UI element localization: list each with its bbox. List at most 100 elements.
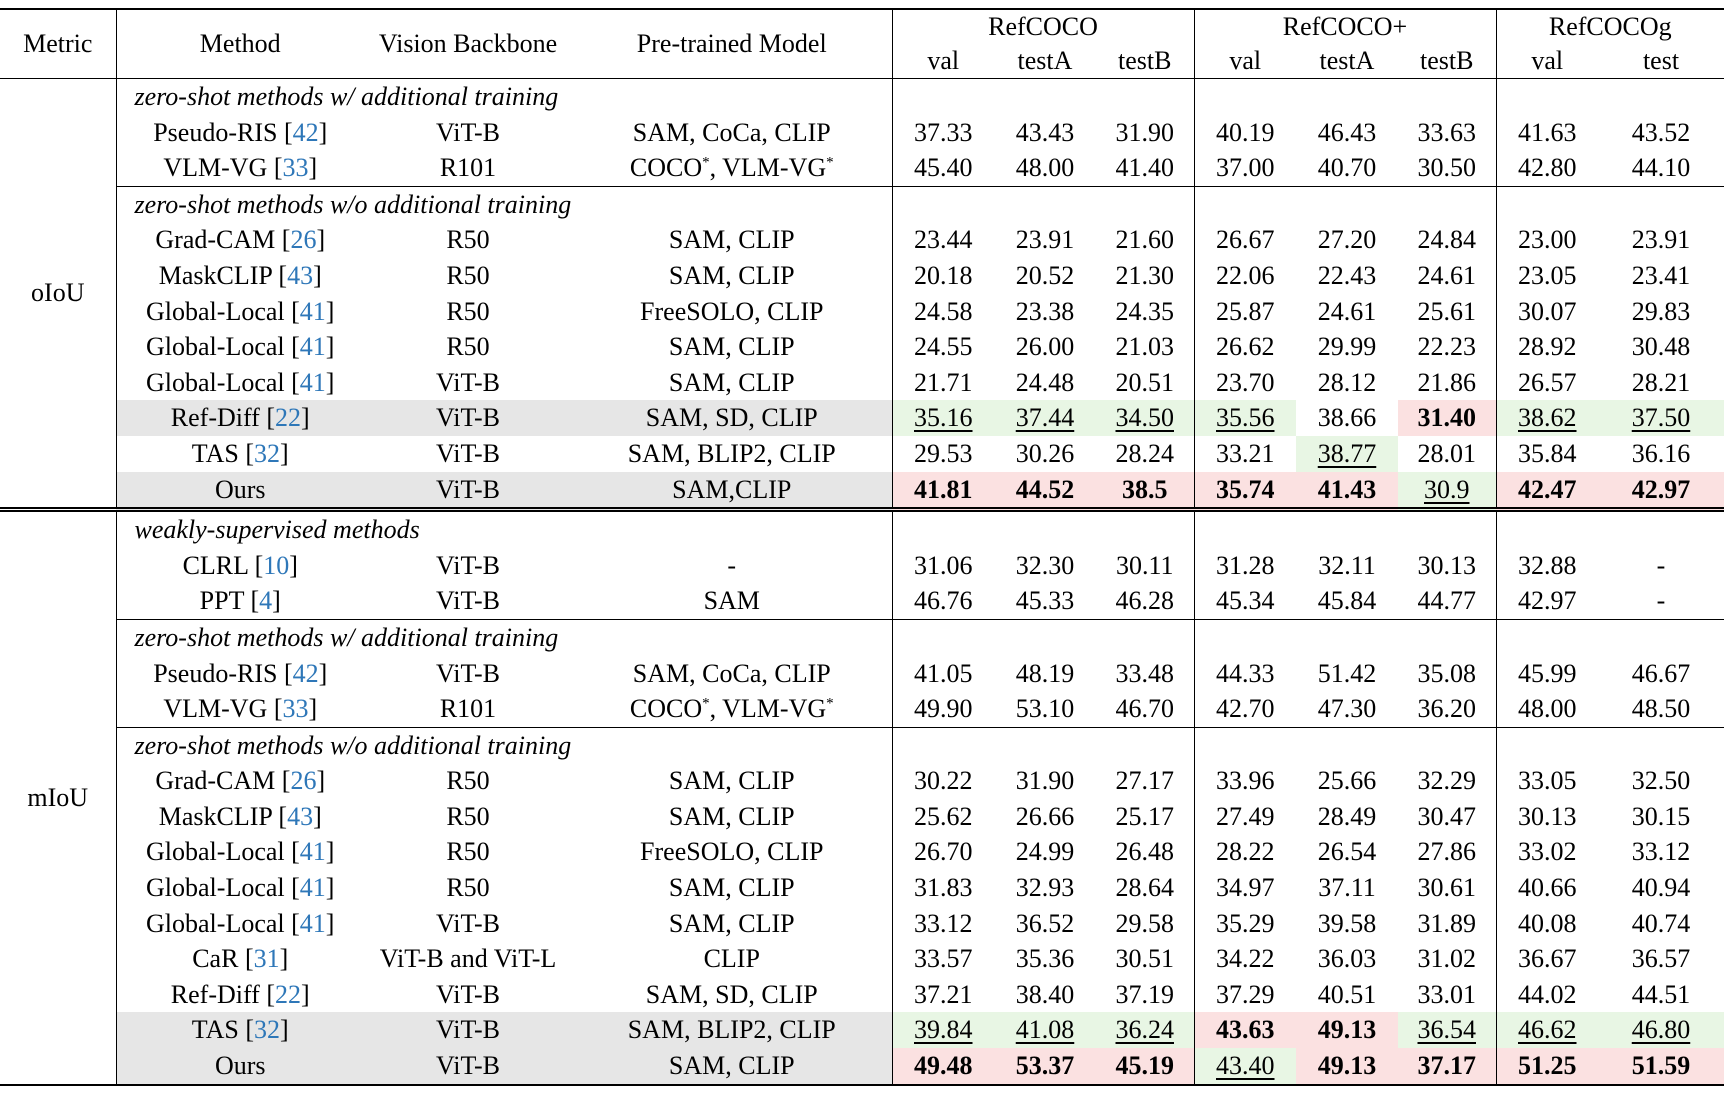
- value-text: 24.61: [1317, 296, 1377, 326]
- value-cell: 45.34: [1194, 583, 1296, 619]
- citation-link[interactable]: 41: [299, 296, 326, 326]
- value-cell: 33.02: [1496, 834, 1598, 870]
- value-text: 23.91: [1015, 225, 1075, 255]
- value-cell: 35.16: [892, 400, 994, 436]
- citation-link[interactable]: 32: [254, 438, 281, 468]
- value-text: 37.21: [914, 979, 973, 1009]
- group-spacer-cell: [892, 507, 1195, 548]
- value-cell: 48.50: [1598, 691, 1724, 727]
- value-text: 35.56: [1216, 403, 1275, 433]
- value-text: 21.03: [1115, 332, 1175, 362]
- value-cell: 32.93: [994, 870, 1096, 906]
- citation-link[interactable]: 43: [287, 801, 314, 831]
- value-cell: 51.42: [1296, 656, 1398, 692]
- dataset-header-refcoco: RefCOCO: [892, 8, 1195, 44]
- backbone-cell: ViT-B and ViT-L: [379, 944, 557, 974]
- citation-link[interactable]: 22: [275, 979, 302, 1009]
- value-text: 24.55: [914, 332, 973, 362]
- value-cell: 33.63: [1398, 114, 1497, 151]
- value-cell: 30.51: [1096, 941, 1195, 977]
- pretrained-cell: SAM, CLIP: [572, 905, 893, 942]
- value-text: 27.86: [1417, 837, 1477, 867]
- value-cell: 21.86: [1398, 364, 1497, 401]
- value-text: 23.05: [1518, 260, 1577, 290]
- value-text: -: [1656, 550, 1666, 580]
- citation-link[interactable]: 26: [290, 225, 317, 255]
- value-cell: 36.24: [1096, 1012, 1195, 1049]
- method-name: Global-Local: [146, 296, 285, 326]
- citation-link[interactable]: 41: [299, 837, 326, 867]
- value-text: 43.40: [1216, 1051, 1275, 1081]
- citation-link[interactable]: 41: [299, 332, 326, 362]
- value-text: 38.5: [1122, 474, 1168, 504]
- value-cell: 21.60: [1096, 222, 1195, 258]
- split-header: val: [1194, 44, 1296, 79]
- pretrained-header: Pre-trained Model: [572, 8, 893, 79]
- citation-link[interactable]: 42: [292, 117, 319, 147]
- pretrained-cell: COCO*, VLM-VG*: [572, 691, 893, 728]
- value-text: 35.08: [1417, 658, 1477, 688]
- citation-link[interactable]: 33: [282, 694, 309, 724]
- value-cell: 36.20: [1398, 691, 1497, 728]
- citation-link[interactable]: 26: [290, 766, 317, 796]
- value-text: 48.00: [1015, 153, 1075, 183]
- value-cell: 37.50: [1598, 400, 1724, 436]
- results-table: Metric Method Vision Backbone Pre-traine…: [0, 8, 1724, 1086]
- value-text: 24.84: [1417, 225, 1477, 255]
- group-spacer-cell: [1194, 507, 1497, 548]
- value-text: 44.10: [1631, 153, 1691, 183]
- value-text: 23.00: [1518, 225, 1577, 255]
- citation-link[interactable]: 42: [292, 658, 319, 688]
- pretrained-cell: SAM, SD, CLIP: [572, 400, 893, 436]
- value-text: 36.24: [1115, 1015, 1175, 1045]
- citation-link[interactable]: 4: [259, 586, 273, 616]
- method-name: Global-Local: [146, 873, 285, 903]
- pretrained-cell: SAM, CLIP: [572, 257, 893, 294]
- value-text: 28.64: [1115, 873, 1175, 903]
- citation-link[interactable]: 43: [287, 260, 314, 290]
- citation-link[interactable]: 33: [282, 153, 309, 183]
- citation-link[interactable]: 41: [299, 367, 326, 397]
- value-cell: 28.01: [1398, 435, 1497, 472]
- value-cell: 21.03: [1096, 329, 1195, 365]
- value-text: 42.80: [1518, 153, 1577, 183]
- value-cell: 41.43: [1296, 471, 1398, 510]
- group-title-row: mIoU weakly-supervised methods: [0, 507, 1724, 1086]
- method-cell: Global-Local [41]: [146, 873, 335, 903]
- table-row: Pseudo-RIS [42] ViT-B SAM, CoCa, CLIP 41.05…: [0, 655, 1724, 692]
- group-title-row: zero-shot methods w/o additional trainin…: [0, 185, 1724, 223]
- value-text: 34.22: [1216, 944, 1275, 974]
- value-cell: 28.64: [1096, 870, 1195, 906]
- citation-link[interactable]: 10: [263, 550, 290, 580]
- value-text: 29.83: [1631, 296, 1691, 326]
- method-cell: Pseudo-RIS [42]: [153, 117, 328, 147]
- method-cell: Global-Local [41]: [146, 332, 335, 362]
- value-text: 43.63: [1216, 1015, 1275, 1045]
- citation-link[interactable]: 31: [253, 944, 280, 974]
- pretrained-cell: SAM, CoCa, CLIP: [572, 114, 893, 151]
- citation-link[interactable]: 32: [254, 1015, 281, 1045]
- group-spacer-cell: [1496, 726, 1724, 764]
- value-cell: 43.40: [1194, 1048, 1296, 1086]
- pretrained-cell: SAM: [572, 583, 893, 620]
- value-cell: 29.83: [1598, 294, 1724, 330]
- value-cell: 45.33: [994, 583, 1096, 619]
- pretrained-cell: SAM, CLIP: [572, 763, 893, 799]
- backbone-cell: ViT-B: [436, 438, 500, 468]
- citation-link[interactable]: 22: [275, 403, 302, 433]
- value-text: 48.00: [1518, 694, 1577, 724]
- method-name: Global-Local: [146, 837, 285, 867]
- value-text: 33.05: [1518, 766, 1577, 796]
- group-spacer-cell: [1194, 185, 1497, 223]
- value-text: 27.17: [1115, 766, 1175, 796]
- value-cell: 30.15: [1598, 799, 1724, 835]
- value-text: 29.99: [1317, 332, 1377, 362]
- value-cell: 24.48: [994, 365, 1096, 401]
- value-cell: 27.86: [1398, 834, 1497, 871]
- backbone-cell: R101: [439, 153, 497, 183]
- value-text: 28.21: [1631, 367, 1691, 397]
- value-cell: 31.40: [1398, 400, 1497, 436]
- citation-link[interactable]: 41: [299, 873, 326, 903]
- citation-link[interactable]: 41: [299, 908, 326, 938]
